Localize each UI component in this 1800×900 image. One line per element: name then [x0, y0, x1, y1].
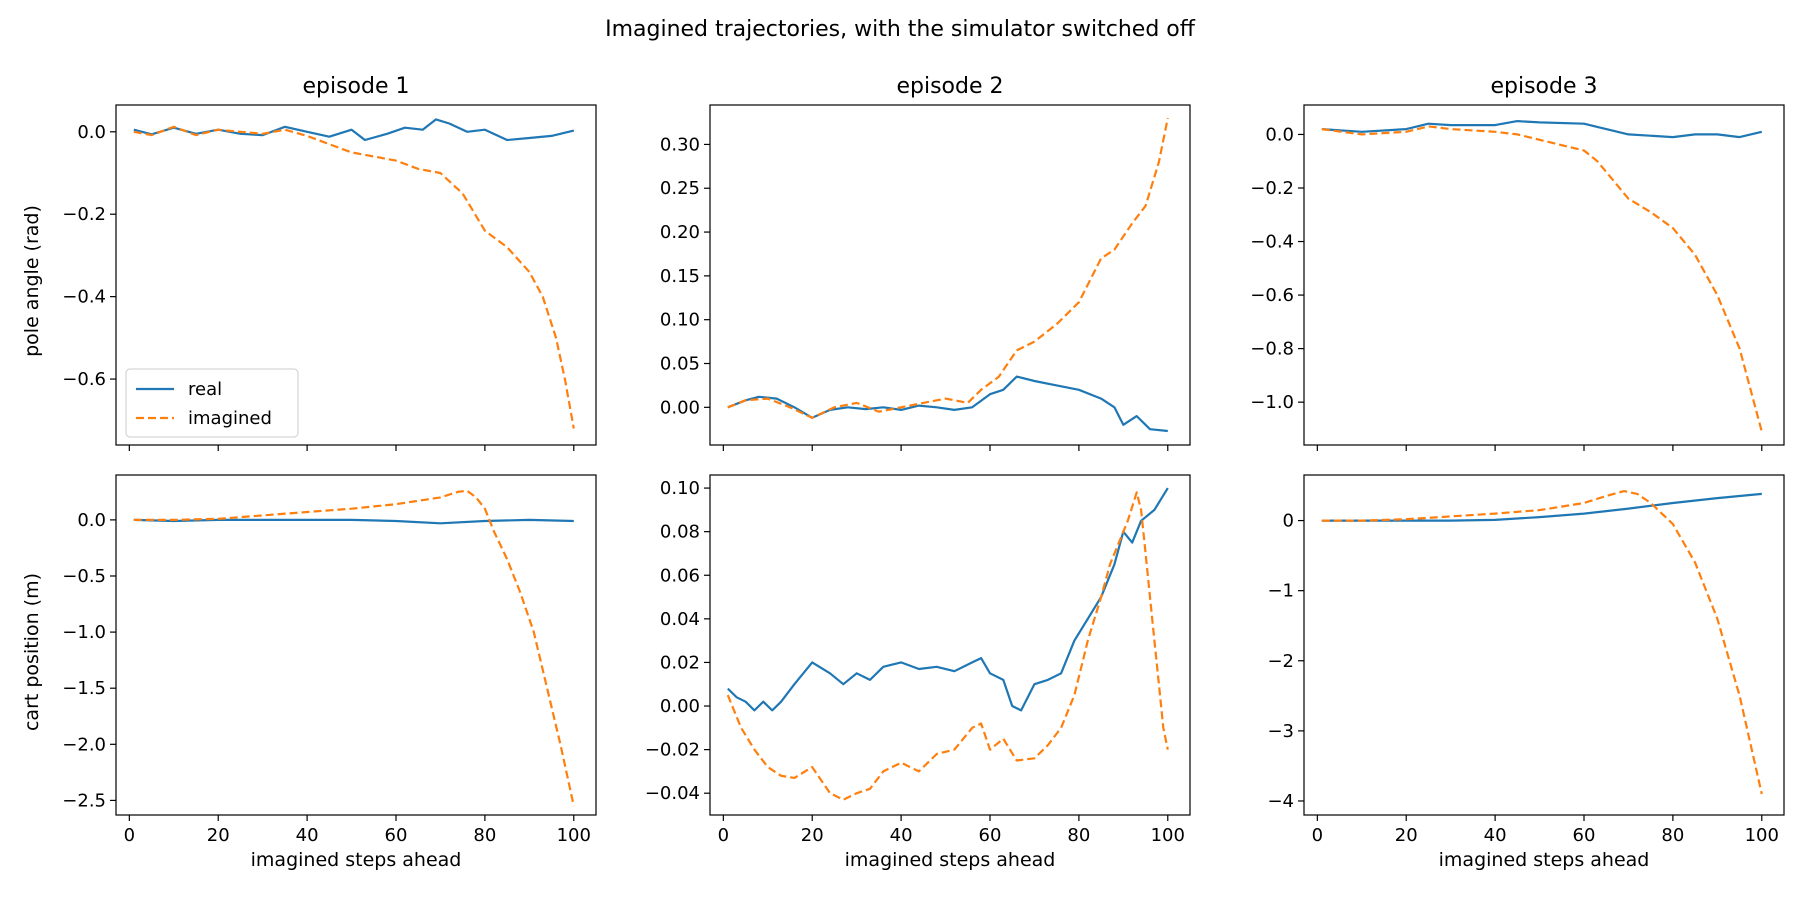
series-group: [1321, 119, 1763, 432]
legend-box: [125, 368, 299, 438]
y-tick-label: −0.04: [645, 783, 700, 804]
series-group: [1321, 490, 1763, 795]
y-tick-label: 0.05: [660, 354, 700, 375]
panel-2: episode 2 0.00 0.05 0.10 0.15 0.20 0.25 0.30: [660, 74, 1191, 451]
y-tick-label: −0.6: [1250, 285, 1294, 306]
y-tick-label: −0.2: [62, 204, 106, 225]
y-tick-label: −0.4: [1250, 232, 1294, 253]
x-tick-label: 0: [718, 825, 729, 846]
axes-frame: [1303, 104, 1785, 446]
x-tick-label: 80: [473, 825, 496, 846]
y-tick-label: −2.5: [62, 790, 106, 811]
x-axis-label: imagined steps ahead: [845, 849, 1056, 871]
series-imagined-line: [1321, 490, 1763, 795]
series-real-line: [133, 118, 575, 142]
y-tick-label: 0.10: [660, 478, 700, 499]
panel-4: 0 20 40 60 80 100 0.0 −0.5 −1.0 −1.5 −2.0 −2.5 imagi…: [62, 474, 597, 871]
y-tick-label: 0.0: [1265, 124, 1294, 145]
x-tick-label: 80: [1067, 825, 1090, 846]
y-tick-label: 0.04: [660, 609, 700, 630]
series-imagined-line: [726, 491, 1169, 801]
panel-title: episode 3: [1490, 74, 1597, 99]
series-real-line: [727, 375, 1168, 433]
legend: real imagined: [125, 368, 299, 438]
y-tick-label: 0.08: [660, 522, 700, 543]
axes-frame: [1303, 474, 1785, 816]
x-tick-label: 100: [557, 825, 591, 846]
y-tick-label: 0.15: [660, 266, 700, 287]
y-tick-label: 0.20: [660, 222, 700, 243]
series-real-line: [1321, 492, 1762, 522]
x-tick-label: 60: [979, 825, 1002, 846]
panel-title: episode 2: [896, 74, 1003, 99]
y-tick-label: 0.0: [77, 122, 106, 143]
y-tick-label: 0.10: [660, 310, 700, 331]
series-real-line: [1321, 119, 1763, 139]
y-tick-label: −2.0: [62, 734, 106, 755]
series-real-line: [727, 487, 1169, 712]
series-imagined-line: [133, 125, 575, 429]
y-tick-label: 0.00: [660, 397, 700, 418]
y-tick-label: 0: [1283, 511, 1294, 532]
y-tick-label: −0.5: [62, 566, 106, 587]
y-tick-label: −1: [1267, 581, 1294, 602]
panel-title: episode 1: [302, 74, 409, 99]
y-tick-label: 0.06: [660, 565, 700, 586]
panel-3: episode 3 0.0 −0.2 −0.4 −0.6 −0.8 −1.0: [1250, 74, 1785, 451]
series-group: [133, 118, 575, 429]
panel-6: 0 20 40 60 80 100 0 −1 −2 −3 −4 imagined steps ahea…: [1267, 474, 1785, 871]
axes-frame: [709, 104, 1191, 446]
y-tick-label: −0.02: [645, 740, 700, 761]
series-imagined-line: [133, 489, 575, 807]
series-group: [727, 117, 1169, 433]
x-tick-label: 40: [890, 825, 913, 846]
y-tick-label: −0.8: [1250, 339, 1294, 360]
axes-frame: [115, 104, 597, 446]
y-tick-label: −1.0: [1250, 392, 1294, 413]
y-tick-label: −0.2: [1250, 178, 1294, 199]
y-tick-label: 0.0: [77, 510, 106, 531]
series-group: [726, 487, 1169, 801]
panels: episode 10.0−0.2−0.4−0.6 realimaginedepis…: [62, 74, 1785, 871]
x-tick-label: 40: [296, 825, 319, 846]
x-tick-label: 20: [207, 825, 230, 846]
axes-frame: [709, 474, 1191, 816]
x-axis-label: imagined steps ahead: [1439, 849, 1650, 871]
x-tick-label: 0: [124, 825, 135, 846]
x-tick-label: 80: [1661, 825, 1684, 846]
x-tick-label: 60: [1573, 825, 1596, 846]
legend-label-real: real: [188, 379, 222, 400]
panel-5: 0 20 40 60 80 100 −0.04 −0.02 0.00 0.02 0.04 0.06 0.…: [645, 474, 1191, 871]
figure-title: Imagined trajectories, with the simulato…: [605, 17, 1196, 42]
y-tick-label: −1.5: [62, 678, 106, 699]
x-axis-label: imagined steps ahead: [251, 849, 462, 871]
axes-frame: [115, 474, 597, 816]
y-tick-label: 0.02: [660, 652, 700, 673]
x-tick-label: 100: [1151, 825, 1185, 846]
y-tick-label: −3: [1267, 721, 1294, 742]
series-group: [133, 489, 575, 807]
series-imagined-line: [727, 117, 1169, 419]
y-tick-label: −0.6: [62, 369, 106, 390]
x-tick-label: 20: [801, 825, 824, 846]
x-tick-label: 0: [1312, 825, 1323, 846]
x-tick-label: 60: [385, 825, 408, 846]
series-real-line: [133, 518, 574, 525]
x-tick-label: 20: [1395, 825, 1418, 846]
x-tick-label: 40: [1484, 825, 1507, 846]
row-ylabel-pole-angle: pole angle (rad): [21, 205, 43, 357]
y-tick-label: −4: [1267, 791, 1294, 812]
series-imagined-line: [1321, 125, 1763, 432]
y-tick-label: −1.0: [62, 622, 106, 643]
legend-label-imagined: imagined: [188, 408, 272, 429]
panel-1: episode 1 0.0 −0.2 −0.4 −0.6 real imagined: [62, 74, 597, 451]
y-tick-label: −2: [1267, 651, 1294, 672]
y-tick-label: −0.4: [62, 287, 106, 308]
y-tick-label: 0.25: [660, 178, 700, 199]
x-tick-label: 100: [1745, 825, 1779, 846]
y-tick-label: 0.00: [660, 696, 700, 717]
row-ylabel-cart-position: cart position (m): [21, 573, 43, 731]
y-tick-label: 0.30: [660, 134, 700, 155]
